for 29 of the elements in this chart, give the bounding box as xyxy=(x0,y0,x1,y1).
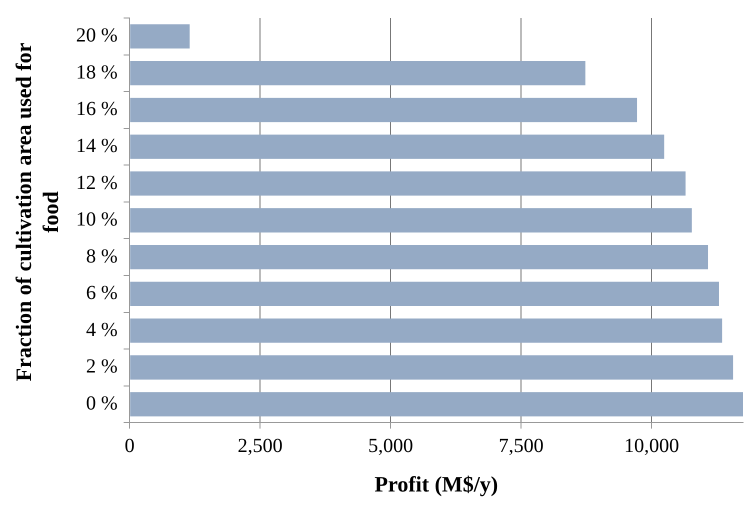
x-axis-title: Profit (M$/y) xyxy=(374,471,498,496)
y-tick-label: 10 % xyxy=(76,208,118,231)
bar xyxy=(130,98,638,122)
x-tick-label: 5,000 xyxy=(368,434,414,457)
bar xyxy=(130,282,719,306)
bar xyxy=(130,61,586,86)
x-tick-label: 10,000 xyxy=(624,434,680,457)
x-tick-label: 2,500 xyxy=(238,434,283,457)
bar xyxy=(130,134,664,159)
y-tick-label: 12 % xyxy=(76,172,118,194)
y-tick-label: 2 % xyxy=(86,356,118,378)
x-tick-label: 0 xyxy=(124,434,135,457)
bar xyxy=(130,318,722,343)
y-tick-label: 18 % xyxy=(76,61,118,84)
bar xyxy=(130,171,686,196)
y-tick-label: 20 % xyxy=(76,24,118,47)
bar xyxy=(130,244,708,270)
y-tick-label: 8 % xyxy=(86,245,118,268)
y-tick-label: 14 % xyxy=(76,134,118,157)
bar xyxy=(130,392,743,416)
y-tick-label: 0 % xyxy=(86,392,118,414)
x-tick-label: 7,500 xyxy=(498,434,544,457)
y-tick-label: 16 % xyxy=(76,98,118,120)
y-tick-label: 4 % xyxy=(86,318,118,341)
bar xyxy=(130,355,734,380)
y-axis-title: Fraction of cultivation area used for food xyxy=(10,42,64,384)
bar xyxy=(130,208,692,232)
y-tick-label: 6 % xyxy=(86,282,118,304)
bar xyxy=(130,24,190,49)
